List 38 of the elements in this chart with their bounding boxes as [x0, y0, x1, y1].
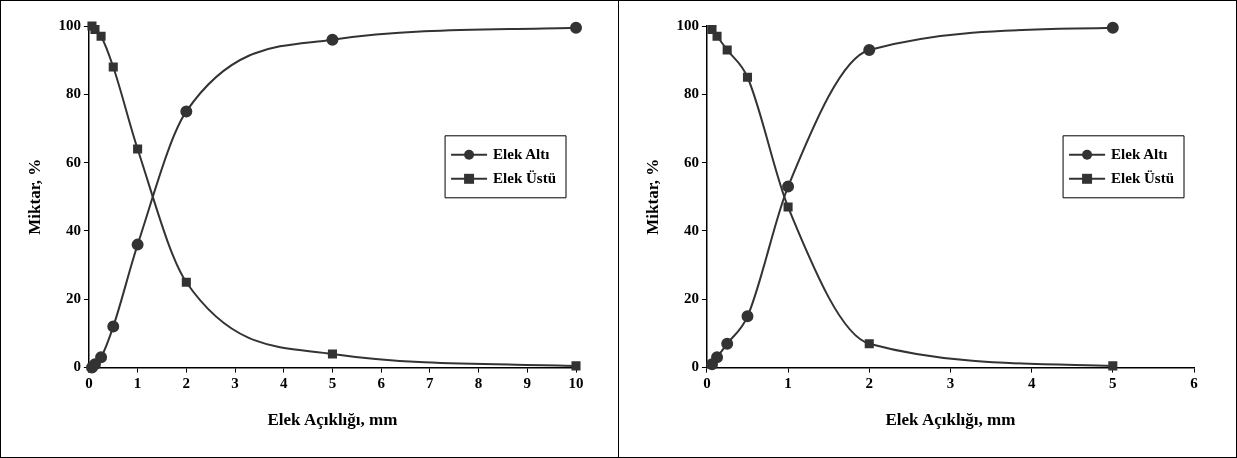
y-tick-label: 100 [58, 16, 81, 33]
x-tick-label: 5 [1109, 375, 1117, 392]
y-tick-label: 80 [683, 85, 699, 102]
y-tick-label: 20 [683, 290, 699, 307]
y-axis-title: Miktar, % [24, 158, 44, 235]
y-tick-label: 20 [65, 290, 81, 307]
legend-label: Elek Üstü [493, 169, 557, 186]
x-tick-label: 3 [231, 375, 239, 392]
y-tick-label: 100 [676, 16, 699, 33]
x-tick-label: 0 [703, 375, 711, 392]
x-tick-label: 0 [85, 375, 93, 392]
x-tick-label: 7 [426, 375, 435, 392]
y-tick-label: 80 [65, 85, 81, 102]
x-axis-title: Elek Açıklığı, mm [885, 410, 1016, 430]
legend-label: Elek Altı [1111, 145, 1168, 162]
x-tick-label: 4 [279, 375, 288, 392]
x-tick-label: 10 [568, 375, 584, 392]
y-tick-label: 40 [683, 221, 699, 238]
y-tick-label: 60 [683, 153, 699, 170]
x-axis-title: Elek Açıklığı, mm [267, 410, 398, 430]
legend-label: Elek Altı [493, 145, 550, 162]
x-tick-label: 2 [865, 375, 874, 392]
y-axis-title: Miktar, % [642, 158, 662, 235]
x-tick-label: 6 [1190, 375, 1199, 392]
legend-label: Elek Üstü [1111, 169, 1175, 186]
x-tick-label: 1 [133, 375, 142, 392]
x-tick-label: 5 [328, 375, 337, 392]
x-tick-label: 4 [1027, 375, 1036, 392]
x-tick-label: 3 [946, 375, 955, 392]
x-tick-label: 8 [474, 375, 483, 392]
y-tick-label: 40 [65, 221, 81, 238]
x-tick-label: 1 [784, 375, 792, 392]
x-tick-label: 2 [182, 375, 191, 392]
y-tick-label: 0 [73, 358, 81, 375]
x-tick-label: 6 [377, 375, 386, 392]
x-tick-label: 9 [523, 375, 532, 392]
y-tick-label: 0 [691, 358, 699, 375]
y-tick-label: 60 [65, 153, 81, 170]
